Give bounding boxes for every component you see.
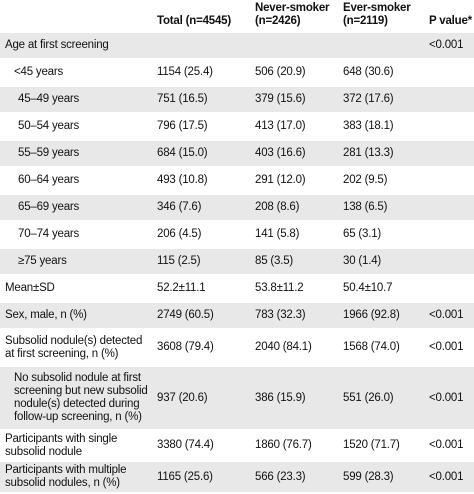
- cell: 684 (15.0): [152, 140, 250, 168]
- cell: [424, 140, 474, 168]
- cell: 386 (15.9): [250, 366, 338, 431]
- cell: <0.001: [424, 461, 474, 494]
- cell: [424, 275, 474, 303]
- row-label: 55–59 years: [0, 140, 152, 168]
- cell: [424, 194, 474, 222]
- cell: [424, 248, 474, 276]
- cell: <0.001: [424, 329, 474, 367]
- cell: [338, 32, 424, 60]
- row-label: 70–74 years: [0, 221, 152, 249]
- cell: 85 (3.5): [250, 248, 338, 276]
- cell: 291 (12.0): [250, 167, 338, 195]
- cell: 379 (15.6): [250, 86, 338, 114]
- row: 50–54 years 796 (17.5) 413 (17.0) 383 (18.1…: [0, 113, 474, 141]
- row-label: No subsolid nodule at first screening bu…: [0, 366, 152, 431]
- cell: 202 (9.5): [338, 167, 424, 195]
- cell: [424, 59, 474, 87]
- row-label: <45 years: [0, 59, 152, 87]
- cell: [424, 113, 474, 141]
- row-label: Participants with multiple subsolid nodu…: [0, 461, 152, 494]
- cell: 208 (8.6): [250, 194, 338, 222]
- row-label: ≥75 years: [0, 248, 152, 276]
- cell: 281 (13.3): [338, 140, 424, 168]
- row: 55–59 years 684 (15.0) 403 (16.6) 281 (13.3…: [0, 140, 474, 168]
- cell: 2749 (60.5): [152, 302, 250, 330]
- header-row: Total (n=4545) Never-smoker (n=2426) Eve…: [0, 0, 474, 33]
- cell: 1520 (71.7): [338, 430, 424, 462]
- cell: 30 (1.4): [338, 248, 424, 276]
- row: Age at first screening <0.001: [0, 32, 474, 60]
- row-label: Age at first screening: [0, 32, 152, 60]
- cell: <0.001: [424, 366, 474, 431]
- header-cell: Ever-smoker (n=2119): [338, 0, 424, 33]
- row: Mean±SD 52.2±11.1 53.8±11.2 50.4±10.7: [0, 275, 474, 303]
- cell: 50.4±10.7: [338, 275, 424, 303]
- row-label: Participants with single subsolid nodule: [0, 430, 152, 462]
- cell: 599 (28.3): [338, 461, 424, 494]
- cell: 138 (6.5): [338, 194, 424, 222]
- row-label: Subsolid nodule(s) detected at first scr…: [0, 329, 152, 367]
- cell: 1860 (76.7): [250, 430, 338, 462]
- row: Participants with single subsolid nodule…: [0, 430, 474, 462]
- row-label: 45–49 years: [0, 86, 152, 114]
- cell: [424, 86, 474, 114]
- cell: [424, 167, 474, 195]
- row-label: 60–64 years: [0, 167, 152, 195]
- cell: 1568 (74.0): [338, 329, 424, 367]
- row: 45–49 years 751 (16.5) 379 (15.6) 372 (17.6…: [0, 86, 474, 114]
- header-cell: [0, 0, 152, 33]
- row-label: Mean±SD: [0, 275, 152, 303]
- cell: 403 (16.6): [250, 140, 338, 168]
- cell: 53.8±11.2: [250, 275, 338, 303]
- row: 70–74 years 206 (4.5) 141 (5.8) 65 (3.1): [0, 221, 474, 249]
- row-label: Sex, male, n (%): [0, 302, 152, 330]
- row: Participants with multiple subsolid nodu…: [0, 461, 474, 494]
- cell: 141 (5.8): [250, 221, 338, 249]
- cell: 551 (26.0): [338, 366, 424, 431]
- row: ≥75 years 115 (2.5) 85 (3.5) 30 (1.4): [0, 248, 474, 276]
- cell: 1154 (25.4): [152, 59, 250, 87]
- cell: 506 (20.9): [250, 59, 338, 87]
- cell: 115 (2.5): [152, 248, 250, 276]
- row: Subsolid nodule(s) detected at first scr…: [0, 329, 474, 367]
- cell: 566 (23.3): [250, 461, 338, 494]
- cell: 783 (32.3): [250, 302, 338, 330]
- row: Sex, male, n (%) 2749 (60.5) 783 (32.3) 196…: [0, 302, 474, 330]
- cell: 52.2±11.1: [152, 275, 250, 303]
- cell: 65 (3.1): [338, 221, 424, 249]
- cell: <0.001: [424, 32, 474, 60]
- cell: 413 (17.0): [250, 113, 338, 141]
- header-cell: Never-smoker (n=2426): [250, 0, 338, 33]
- cell: 1165 (25.6): [152, 461, 250, 494]
- cell: 372 (17.6): [338, 86, 424, 114]
- cell: 493 (10.8): [152, 167, 250, 195]
- cell: 3380 (74.4): [152, 430, 250, 462]
- cell: <0.001: [424, 430, 474, 462]
- cell: 383 (18.1): [338, 113, 424, 141]
- cell: [250, 32, 338, 60]
- cell: 346 (7.6): [152, 194, 250, 222]
- cell: 3608 (79.4): [152, 329, 250, 367]
- cell: [152, 32, 250, 60]
- cell: 2040 (84.1): [250, 329, 338, 367]
- header-cell: Total (n=4545): [152, 0, 250, 33]
- row: <45 years 1154 (25.4) 506 (20.9) 648 (30.6): [0, 59, 474, 87]
- cell: 937 (20.6): [152, 366, 250, 431]
- cell: 206 (4.5): [152, 221, 250, 249]
- row-label: 65–69 years: [0, 194, 152, 222]
- header-cell: P value*: [424, 0, 474, 33]
- cell: <0.001: [424, 302, 474, 330]
- row: 60–64 years 493 (10.8) 291 (12.0) 202 (9.5): [0, 167, 474, 195]
- cell: [424, 221, 474, 249]
- cell: 648 (30.6): [338, 59, 424, 87]
- row: No subsolid nodule at first screening bu…: [0, 366, 474, 431]
- cell: 751 (16.5): [152, 86, 250, 114]
- row: 65–69 years 346 (7.6) 208 (8.6) 138 (6.5): [0, 194, 474, 222]
- row-label: 50–54 years: [0, 113, 152, 141]
- cell: 796 (17.5): [152, 113, 250, 141]
- cell: 1966 (92.8): [338, 302, 424, 330]
